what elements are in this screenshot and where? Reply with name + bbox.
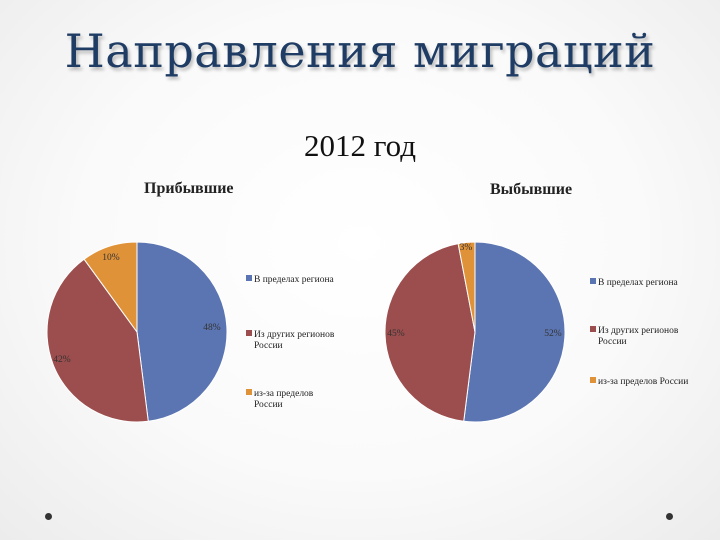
legend-label-0-0: В пределах региона — [254, 275, 335, 285]
chart-title-arrived: Прибывшие — [144, 180, 234, 197]
pie-label-0-1: 42% — [53, 355, 71, 365]
pie-slice-1-0 — [463, 241, 566, 423]
legend-swatch-1-2 — [590, 377, 596, 383]
legend-label-0-2: из-за пределов России — [254, 389, 314, 410]
slide-dot-left — [45, 513, 52, 520]
chart-title-departed: Выбывшие — [490, 181, 573, 198]
slide-subtitle: 2012 год — [0, 128, 720, 164]
pie-slice-0-1 — [46, 258, 149, 423]
pie-slice-1-2 — [457, 241, 476, 333]
slide-title: Направления миграций — [64, 24, 656, 78]
pie-slice-0-2 — [83, 241, 138, 334]
pie-slice-1-1 — [384, 243, 476, 422]
legend-label-1-1: Из других регионов России — [598, 326, 679, 347]
legend-swatch-0-0 — [246, 275, 252, 281]
legend-swatch-0-2 — [246, 389, 252, 395]
legend-label-1-2: из-за пределов России — [598, 377, 688, 387]
pie-label-0-0: 48% — [203, 323, 221, 333]
slide-dot-right — [666, 513, 673, 520]
pie-label-1-0: 52% — [544, 329, 562, 339]
pie-label-1-2: 3% — [460, 243, 473, 253]
legend-label-0-1: Из других регионов России — [254, 330, 335, 351]
subtitle-text: 2012 год — [303, 128, 417, 163]
legend-label-1-0: В пределах региона — [598, 278, 679, 288]
pie-label-1-1: 45% — [387, 329, 405, 339]
legend-swatch-1-1 — [590, 326, 596, 332]
legend-swatch-0-1 — [246, 330, 252, 336]
legend-swatch-1-0 — [590, 278, 596, 284]
pie-label-0-2: 10% — [102, 253, 120, 263]
pie-slice-0-0 — [136, 241, 228, 422]
